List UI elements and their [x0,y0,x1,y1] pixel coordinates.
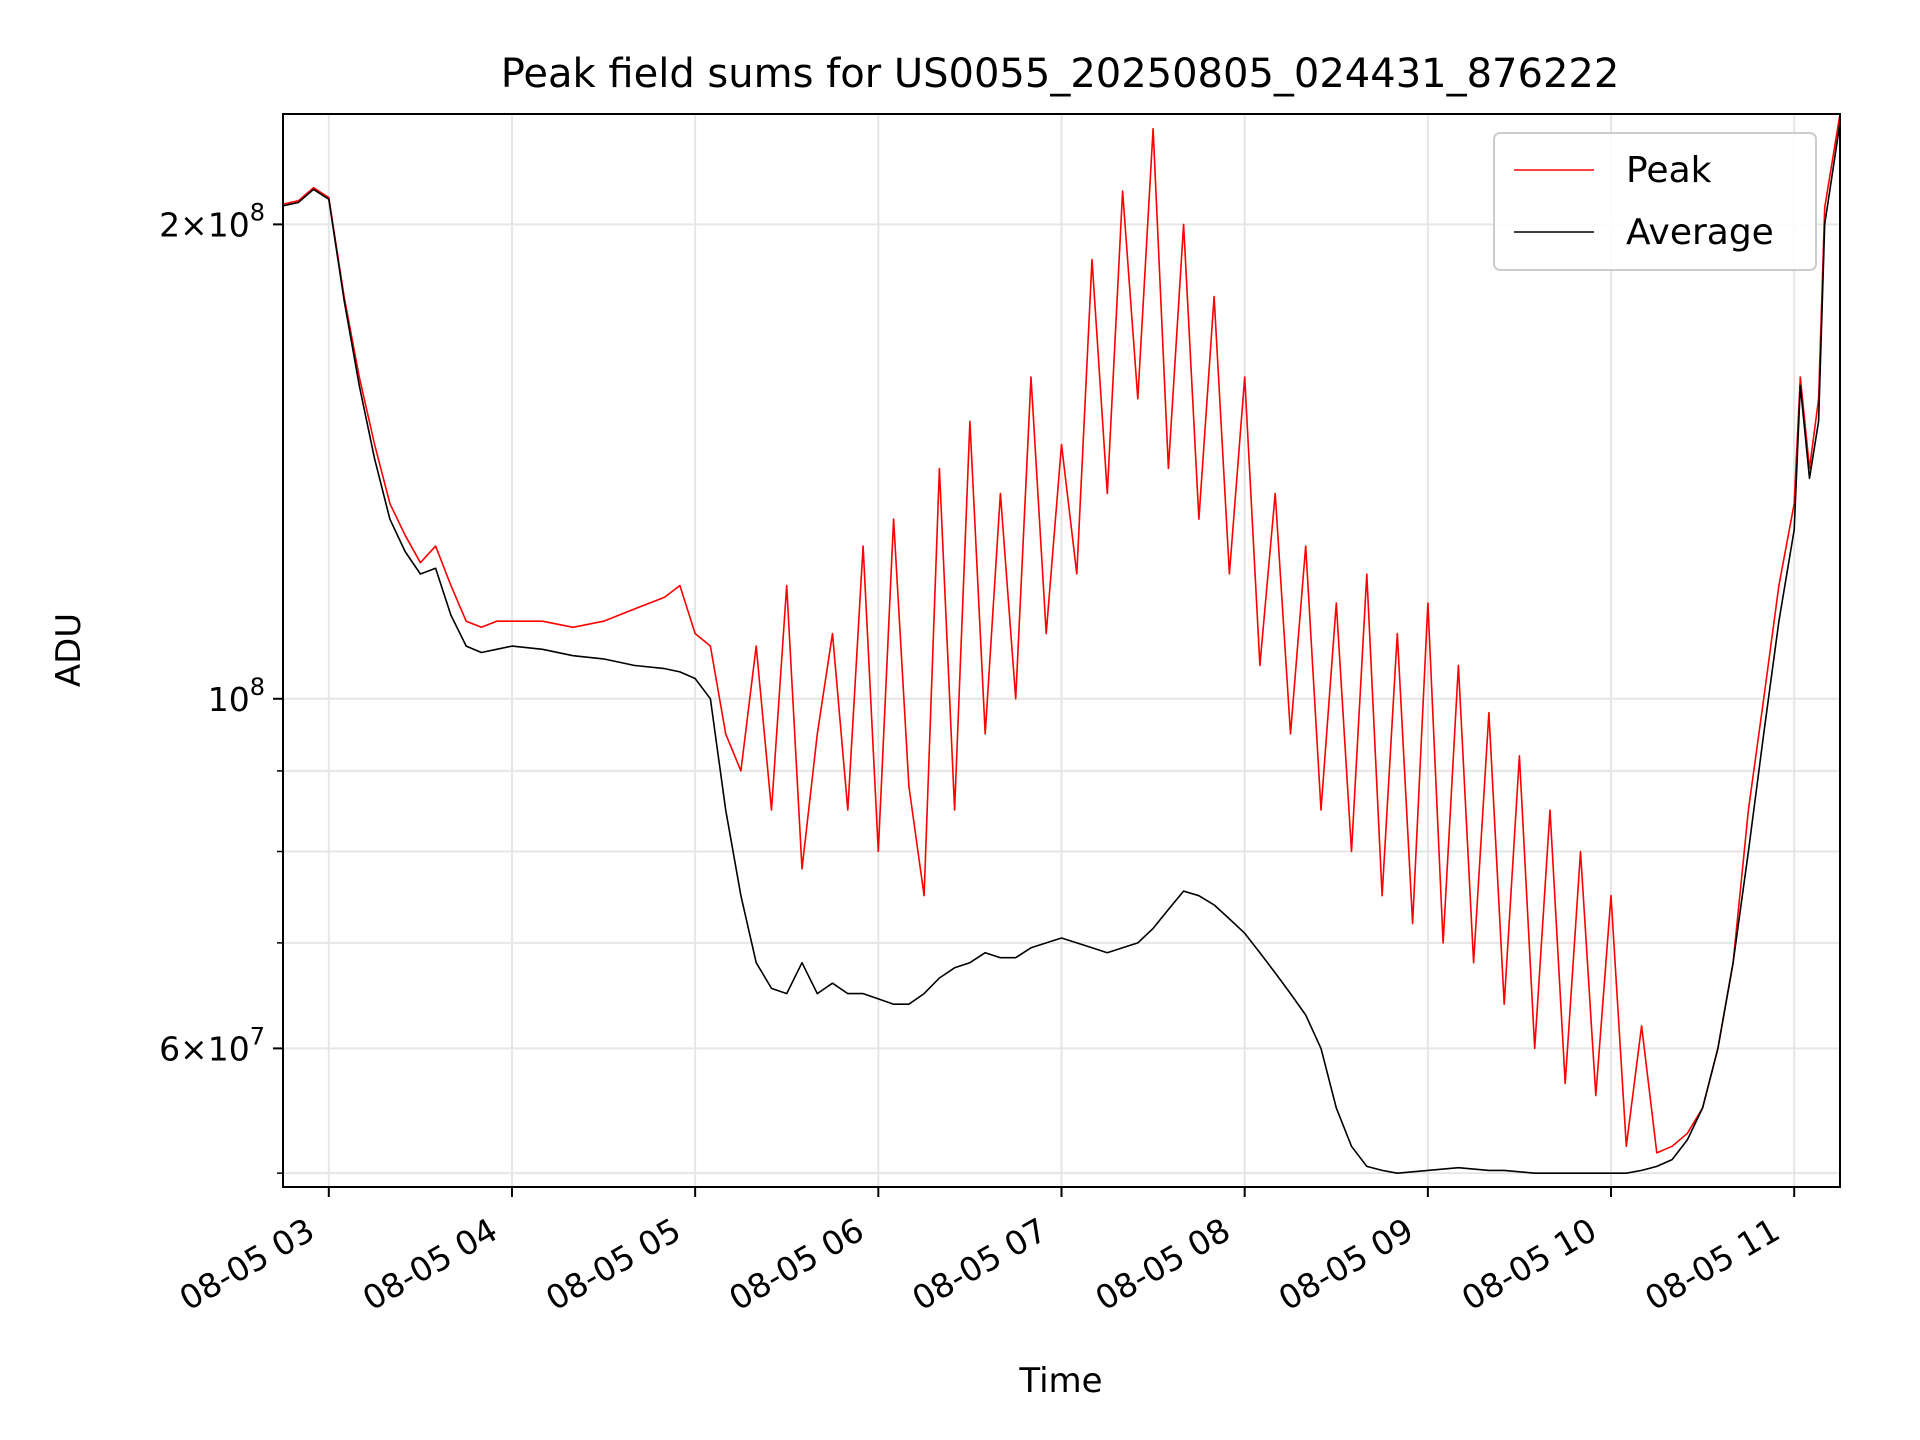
y-tick-label: 6×107 [159,1022,265,1068]
series-line-peak [282,113,1841,1154]
y-axis-label: ADU [49,613,89,687]
axis-ticks: 08-05 03 08-05 04 08-05 05 08-05 06 08-05 07… [159,198,1796,1318]
legend: Peak Average [1493,132,1817,271]
grid [283,114,1840,1187]
x-tick-label: 08-05 10 [1455,1210,1603,1318]
x-tick-label: 08-05 09 [1272,1210,1420,1318]
y-tick-label: 2×108 [159,198,265,244]
chart-title: Peak field sums for US0055_20250805_0244… [501,51,1620,97]
y-tick-label: 108 [208,673,265,719]
legend-box [1493,132,1817,271]
x-tick-label: 08-05 03 [173,1210,321,1318]
x-tick-label: 08-05 06 [722,1210,870,1318]
x-tick-label: 08-05 07 [906,1210,1054,1318]
legend-label-average: Average [1626,212,1774,253]
legend-label-peak: Peak [1626,150,1712,191]
series-layer [282,113,1841,1174]
x-tick-label: 08-05 04 [356,1210,504,1318]
x-tick-label: 08-05 05 [539,1210,687,1318]
x-axis-label: Time [1018,1361,1102,1401]
x-tick-label: 08-05 11 [1638,1210,1786,1318]
series-line-average [282,122,1841,1174]
x-tick-label: 08-05 08 [1089,1210,1237,1318]
